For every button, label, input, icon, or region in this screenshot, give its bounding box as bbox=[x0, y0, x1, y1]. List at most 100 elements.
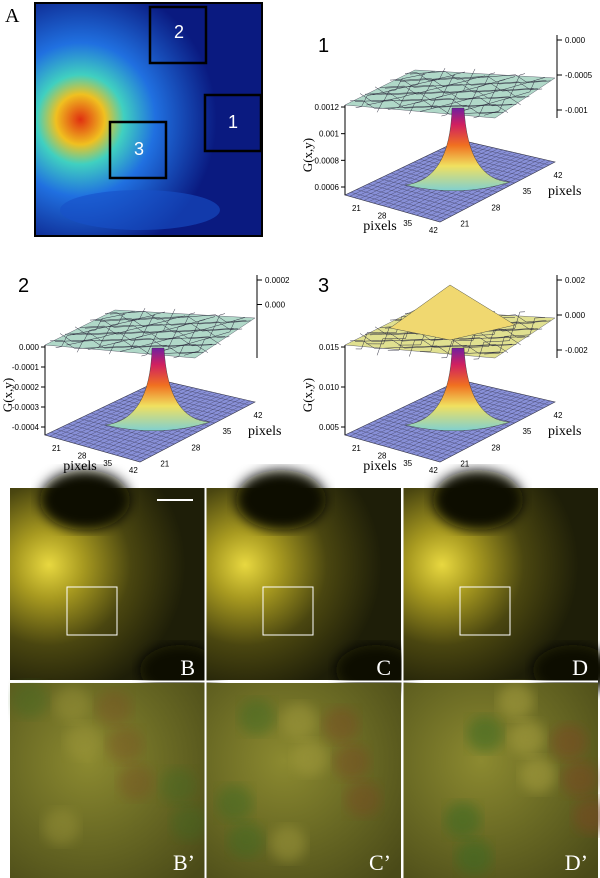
tick-label: 35 bbox=[222, 427, 231, 436]
zoom-box bbox=[459, 586, 511, 636]
tick-label: 21 bbox=[352, 204, 361, 213]
surface-mesh bbox=[364, 332, 513, 347]
tick-label: 42 bbox=[254, 411, 263, 420]
speckle bbox=[334, 744, 370, 780]
speckle bbox=[573, 798, 600, 834]
tick-label: 0.0002 bbox=[265, 276, 290, 285]
region-box bbox=[108, 120, 168, 180]
speckle bbox=[270, 826, 306, 862]
surface-mesh bbox=[473, 322, 536, 360]
surface-mesh bbox=[49, 340, 200, 355]
heatmap-blob bbox=[60, 190, 220, 230]
tick-label: 28 bbox=[491, 443, 500, 452]
speckle bbox=[562, 761, 598, 797]
surface-mesh bbox=[87, 314, 156, 350]
surface-mesh bbox=[374, 86, 521, 106]
axis-label: pixels bbox=[248, 424, 281, 439]
surface-mesh bbox=[359, 333, 508, 353]
surface-mesh bbox=[84, 324, 230, 338]
speckle bbox=[520, 757, 556, 793]
plot-label: 3 bbox=[318, 275, 329, 297]
surface-mesh bbox=[409, 68, 476, 115]
surface-mesh bbox=[64, 332, 213, 347]
surface-mesh bbox=[349, 340, 500, 355]
dark-region bbox=[40, 470, 130, 530]
surface-mesh bbox=[369, 331, 517, 347]
tick-label: -0.001 bbox=[565, 106, 588, 115]
tick-label: 42 bbox=[554, 171, 563, 180]
base-mesh bbox=[130, 399, 246, 460]
tick-label: -0.0002 bbox=[12, 383, 40, 392]
zoom-box bbox=[66, 586, 118, 636]
base-mesh bbox=[135, 400, 251, 461]
speckle bbox=[228, 822, 264, 858]
base-mesh bbox=[430, 399, 546, 460]
surface-mesh bbox=[349, 100, 500, 115]
surface-mesh bbox=[399, 77, 543, 91]
surface-mesh bbox=[379, 85, 526, 99]
tick-label: 21 bbox=[160, 460, 169, 469]
speckle bbox=[54, 686, 90, 722]
tick-label: 35 bbox=[403, 219, 412, 228]
surface-mesh bbox=[404, 72, 547, 85]
tick-label: -0.0001 bbox=[12, 363, 40, 372]
zoom-box bbox=[262, 586, 314, 636]
tick-label: -0.002 bbox=[565, 346, 588, 355]
tick-label: -0.0003 bbox=[12, 403, 40, 412]
dark-region bbox=[236, 470, 326, 530]
micrograph: C bbox=[206, 470, 416, 695]
surface-mesh bbox=[109, 308, 176, 355]
speckle bbox=[239, 699, 275, 735]
region-label: 1 bbox=[228, 112, 238, 132]
tick-label: 21 bbox=[352, 444, 361, 453]
axis-label: pixels bbox=[363, 219, 396, 234]
base-mesh bbox=[435, 160, 551, 221]
region-box bbox=[203, 93, 263, 153]
surface-mesh bbox=[173, 320, 236, 359]
surface-mesh bbox=[55, 313, 126, 348]
tick-label: 0.000 bbox=[565, 36, 586, 45]
speckle bbox=[445, 802, 481, 838]
speckle bbox=[456, 839, 492, 875]
base-mesh bbox=[435, 400, 551, 461]
surface-mesh bbox=[369, 91, 517, 107]
speckle bbox=[160, 768, 196, 804]
surface-mesh bbox=[364, 92, 513, 107]
panel-label: C bbox=[376, 655, 391, 680]
surface-mesh bbox=[409, 71, 551, 83]
axis-label: G(x,y) bbox=[300, 378, 315, 412]
surface-mesh bbox=[355, 73, 426, 108]
tick-label: 28 bbox=[191, 443, 200, 452]
speckle bbox=[12, 682, 48, 718]
axis-label: pixels bbox=[548, 424, 581, 439]
speckle bbox=[498, 683, 534, 719]
tick-label: 28 bbox=[78, 452, 87, 461]
speckle bbox=[292, 740, 328, 776]
tick-label: 28 bbox=[491, 203, 500, 212]
axis-label: pixels bbox=[548, 184, 581, 199]
surface-mesh bbox=[398, 71, 466, 108]
tick-label: 21 bbox=[460, 460, 469, 469]
surface-mesh bbox=[66, 310, 136, 346]
tick-label: 42 bbox=[429, 466, 438, 475]
speckle bbox=[171, 805, 207, 841]
surface-mesh bbox=[484, 317, 546, 355]
tick-label: 0.015 bbox=[319, 343, 340, 352]
tick-label: 35 bbox=[403, 459, 412, 468]
tick-label: 0.005 bbox=[319, 423, 340, 432]
surface-mesh bbox=[130, 312, 196, 350]
tick-label: 35 bbox=[103, 459, 112, 468]
surface-hump bbox=[389, 284, 516, 341]
surface-mesh bbox=[389, 79, 534, 93]
surface-mesh bbox=[394, 78, 538, 92]
surface-mesh bbox=[79, 325, 226, 339]
panel-label: D bbox=[572, 655, 588, 680]
micrograph: D bbox=[403, 470, 600, 695]
base-mesh bbox=[430, 159, 546, 220]
tick-label: -0.0005 bbox=[565, 71, 593, 80]
surface-mesh bbox=[99, 317, 243, 331]
speckle bbox=[65, 723, 101, 759]
zoom-image: B’ bbox=[10, 682, 207, 878]
axis-label: G(x,y) bbox=[300, 138, 315, 172]
